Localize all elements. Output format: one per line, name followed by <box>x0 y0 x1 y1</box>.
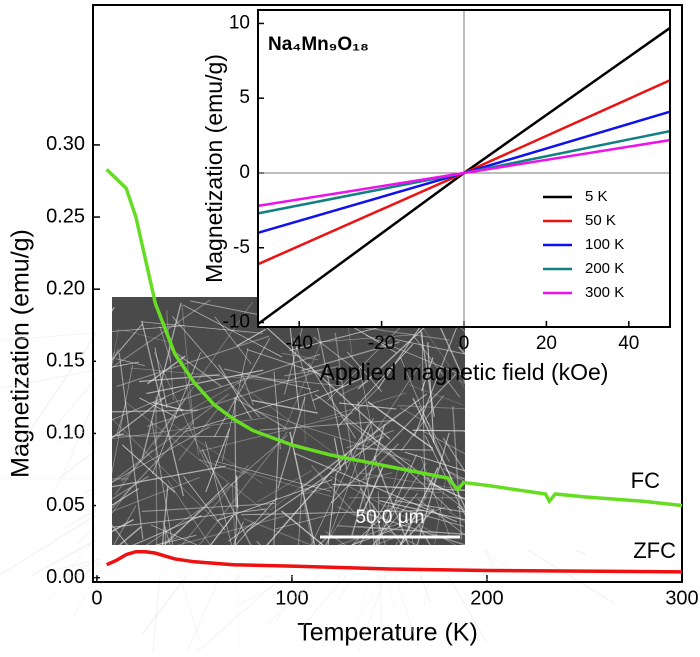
legend-label: 50 K <box>585 212 616 229</box>
x-tick-label: 0 <box>459 333 470 354</box>
y-tick-label: 5 <box>239 87 250 108</box>
y-axis-label: Magnetization (emu/g) <box>7 229 35 478</box>
scale-bar-label: 50.0 μm <box>355 507 424 528</box>
legend-label: 200 K <box>585 260 624 277</box>
x-tick-label: 200 <box>470 587 503 609</box>
sem-clip-cover <box>465 290 695 550</box>
x-axis-label: Temperature (K) <box>297 619 478 647</box>
y-tick-label: 0 <box>239 162 250 183</box>
legend-label: 5 K <box>585 188 608 205</box>
x-tick-label: 0 <box>91 587 102 609</box>
legend-label: 100 K <box>585 236 624 253</box>
sem-clip-cover <box>96 290 112 550</box>
y-tick-label: 0.15 <box>46 350 85 372</box>
x-tick-label: 20 <box>536 333 557 354</box>
y-tick-label: -5 <box>233 237 250 258</box>
x-axis-label: Applied magnetic field (kOe) <box>320 359 609 385</box>
nanowire <box>156 396 157 547</box>
annotation: ZFC <box>633 538 676 563</box>
y-tick-label: 0.05 <box>46 494 85 516</box>
x-tick-label: -20 <box>368 333 395 354</box>
y-axis-label: Magnetization (emu/g) <box>201 54 227 283</box>
legend-label: 300 K <box>585 284 624 301</box>
x-tick-label: 300 <box>665 587 698 609</box>
inset-title: Na₄Mn₉O₁₈ <box>268 34 369 55</box>
y-tick-label: 0.30 <box>46 133 85 155</box>
y-tick-label: 0.25 <box>46 205 85 227</box>
y-tick-label: 0.10 <box>46 422 85 444</box>
y-tick-label: -10 <box>223 312 250 333</box>
x-tick-label: 40 <box>618 333 639 354</box>
y-tick-label: 10 <box>229 12 250 33</box>
y-tick-label: 0.20 <box>46 277 85 299</box>
x-tick-label: -40 <box>285 333 312 354</box>
annotation: FC <box>631 468 660 493</box>
